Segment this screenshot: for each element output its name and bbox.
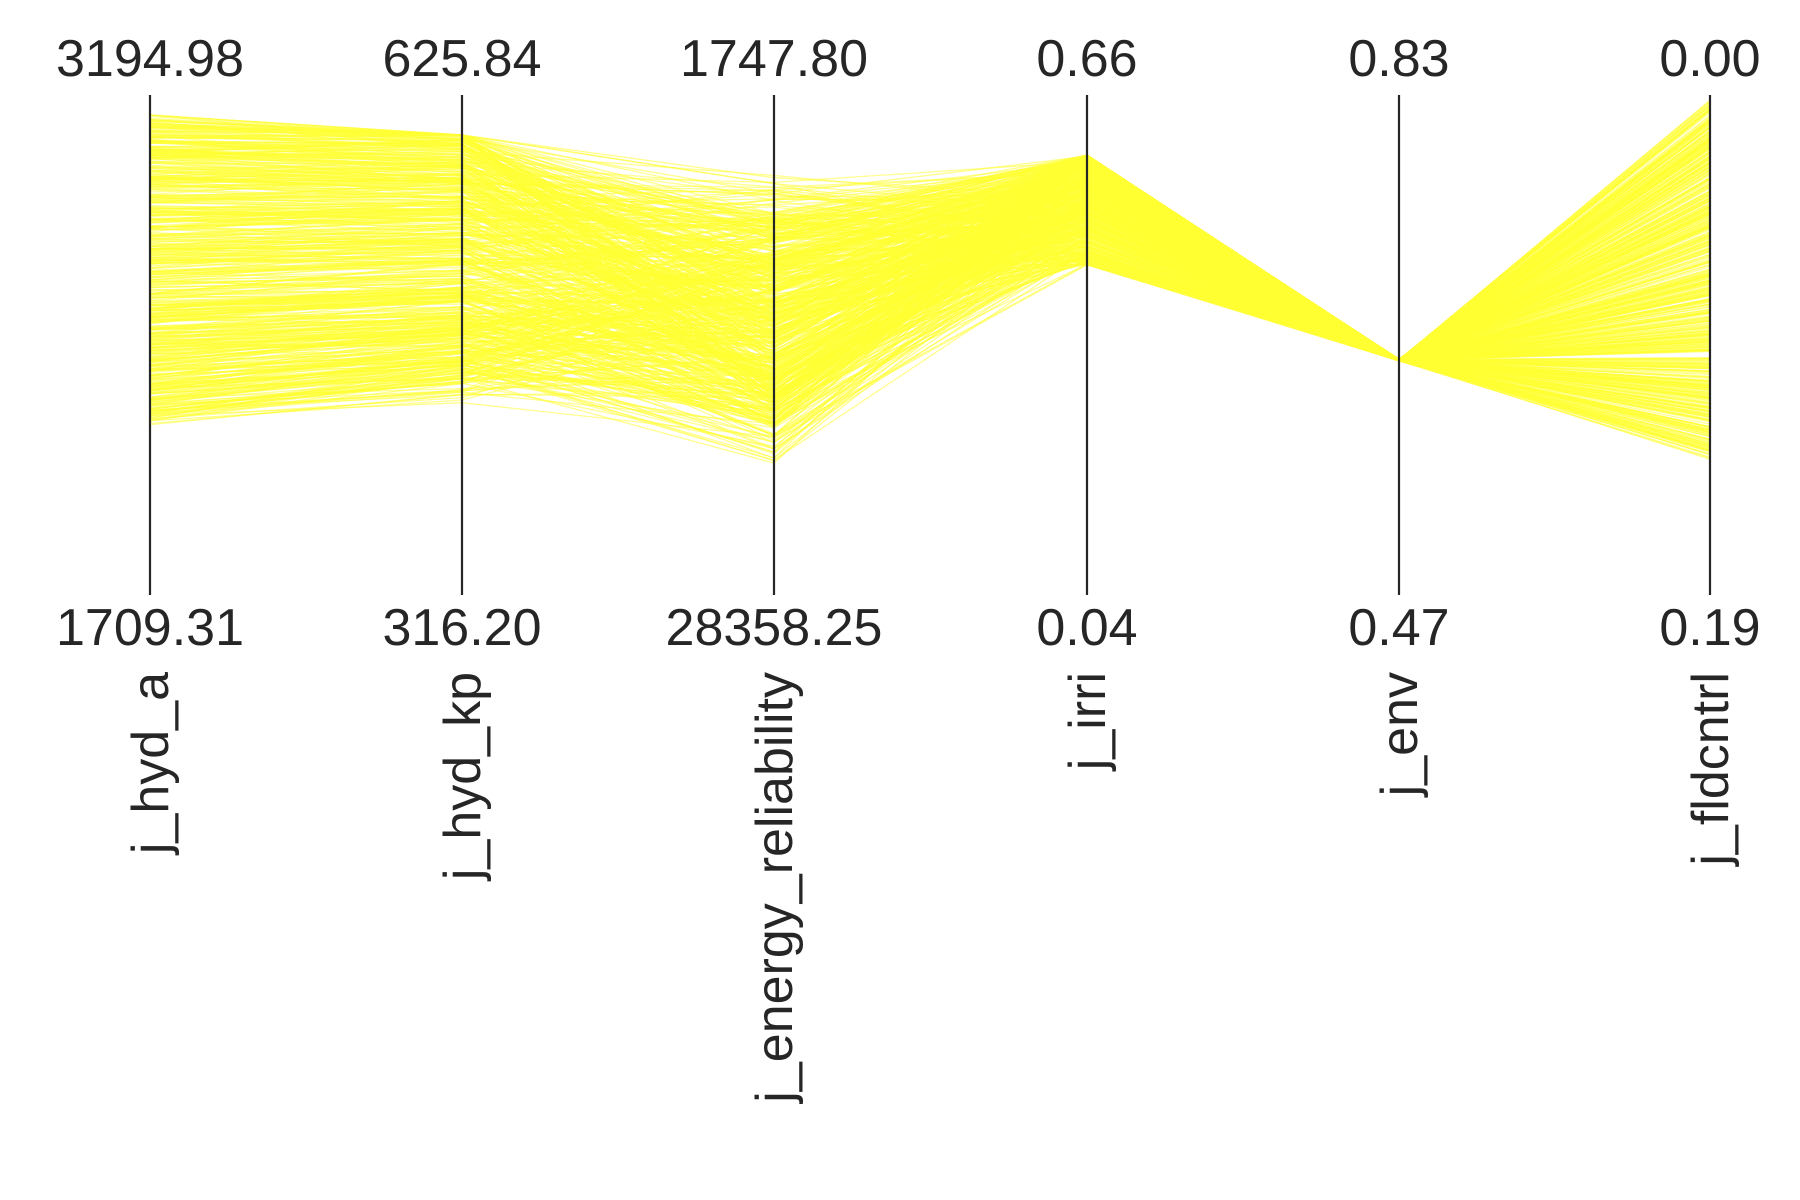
data-line bbox=[149, 160, 1711, 412]
axis-label-j_hyd_a: j_hyd_a bbox=[122, 672, 180, 856]
data-line bbox=[149, 251, 1711, 461]
axis-label-j_hyd_kp: j_hyd_kp bbox=[434, 672, 492, 882]
data-line bbox=[149, 217, 1711, 360]
data-line bbox=[149, 167, 1711, 410]
data-line bbox=[149, 120, 1711, 427]
axis-label-j_env: j_env bbox=[1371, 672, 1429, 798]
axis-top-tick-j_env: 0.83 bbox=[1348, 30, 1449, 88]
data-line bbox=[149, 223, 1711, 368]
data-line bbox=[149, 159, 1711, 431]
data-line bbox=[149, 198, 1711, 438]
data-line bbox=[149, 203, 1711, 364]
data-line bbox=[149, 155, 1711, 392]
data-line bbox=[149, 159, 1711, 411]
axis-bottom-tick-j_energy_reliability: 28358.25 bbox=[666, 599, 883, 657]
axis-label-j_energy_reliability: j_energy_reliability bbox=[746, 672, 804, 1105]
data-line bbox=[149, 153, 1711, 361]
axis-bottom-tick-j_hyd_a: 1709.31 bbox=[56, 599, 244, 657]
axis-top-tick-j_energy_reliability: 1747.80 bbox=[680, 30, 868, 88]
data-line bbox=[149, 142, 1711, 362]
data-line bbox=[149, 161, 1711, 401]
data-line bbox=[149, 153, 1711, 373]
axis-bottom-tick-j_fldcntrl: 0.19 bbox=[1659, 599, 1760, 657]
data-line bbox=[149, 264, 1711, 438]
data-line bbox=[149, 155, 1711, 418]
data-line bbox=[149, 188, 1711, 420]
data-line bbox=[149, 173, 1711, 384]
axis-top-tick-j_irri: 0.66 bbox=[1036, 30, 1137, 88]
data-line bbox=[149, 263, 1711, 456]
data-line bbox=[149, 160, 1711, 361]
axis-top-tick-j_hyd_a: 3194.98 bbox=[56, 30, 244, 88]
axis-top-tick-j_fldcntrl: 0.00 bbox=[1659, 30, 1760, 88]
axis-label-j_fldcntrl: j_fldcntrl bbox=[1682, 672, 1740, 868]
axes-layer: 3194.98 1709.31 j_hyd_a 625.84 316.20 j_hyd_k… bbox=[56, 30, 1761, 1105]
data-line bbox=[149, 160, 1711, 361]
axis-bottom-tick-j_env: 0.47 bbox=[1348, 599, 1449, 657]
data-line bbox=[149, 157, 1711, 362]
polyline-layer bbox=[149, 99, 1711, 464]
axis-bottom-tick-j_hyd_kp: 316.20 bbox=[382, 599, 541, 657]
axis-top-tick-j_hyd_kp: 625.84 bbox=[382, 30, 541, 88]
axis-label-j_irri: j_irri bbox=[1059, 672, 1117, 772]
axis-bottom-tick-j_irri: 0.04 bbox=[1036, 599, 1137, 657]
data-line bbox=[149, 145, 1711, 361]
data-line bbox=[149, 210, 1711, 361]
